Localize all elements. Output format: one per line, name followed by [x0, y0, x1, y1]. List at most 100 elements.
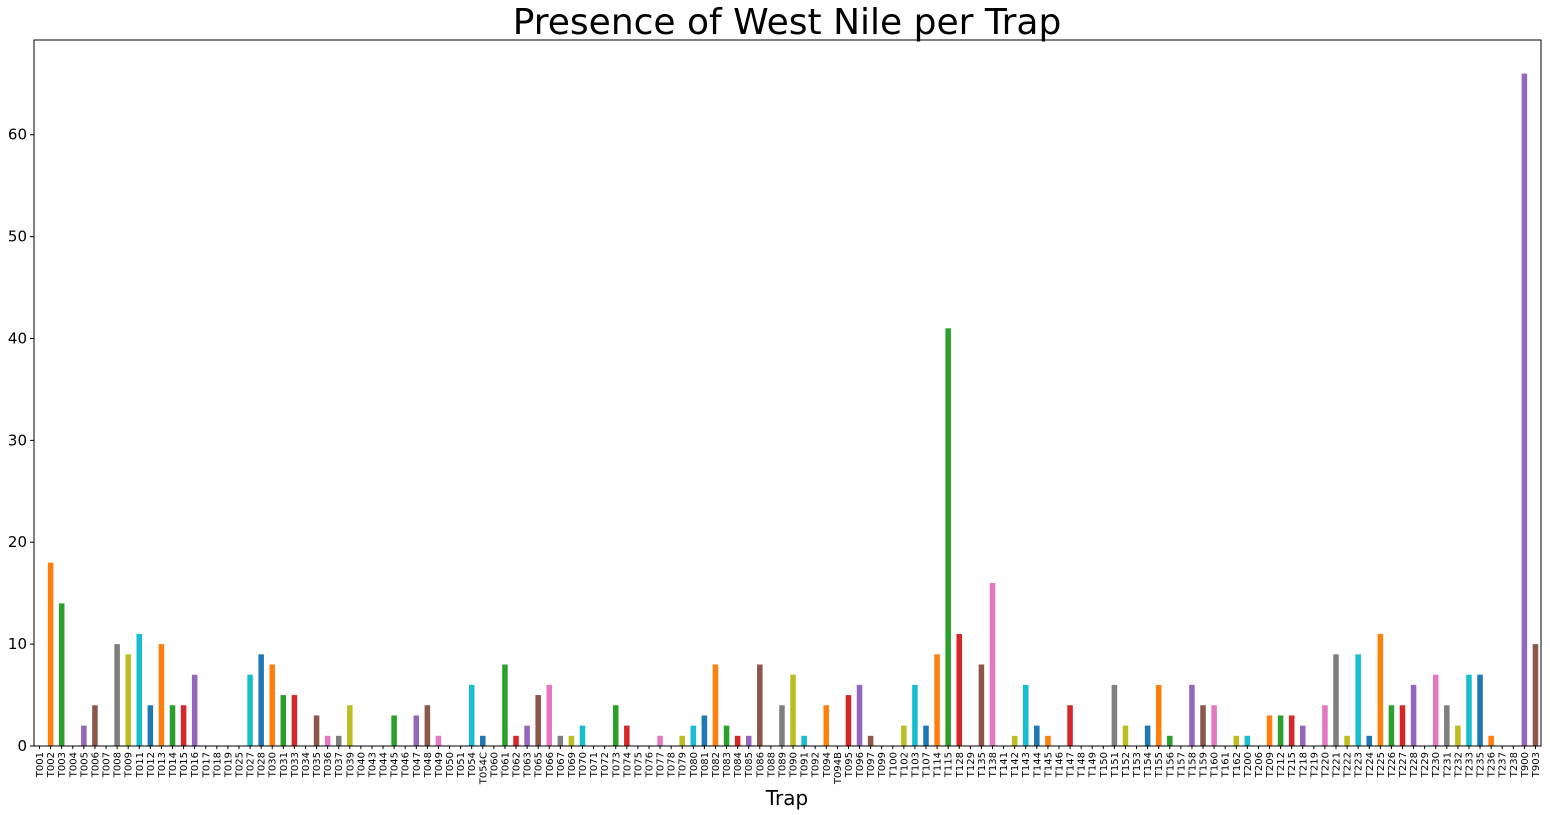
bar-t074: [624, 725, 630, 746]
x-tick-label: T071: [589, 752, 600, 778]
bar-t002: [47, 562, 54, 746]
bar-t225: [1377, 633, 1384, 746]
x-tick-label: T034: [301, 752, 312, 778]
x-tick-label: T069: [567, 752, 578, 778]
bar-t097: [867, 735, 874, 746]
bar-t155: [1155, 684, 1162, 746]
bar-t081: [701, 715, 708, 746]
x-tick-label: T900: [1520, 752, 1531, 778]
bar-t095: [845, 695, 852, 746]
bar-t224: [1366, 735, 1373, 746]
bar-t144: [1034, 725, 1040, 746]
bar-t037: [335, 735, 342, 746]
x-tick-label: T081: [700, 752, 711, 778]
bar-t033: [291, 695, 298, 746]
bar-t006: [92, 705, 98, 746]
bar-t082: [712, 664, 719, 746]
y-tick-label: 20: [8, 533, 27, 551]
bar-t152: [1122, 725, 1129, 746]
bar-t005: [81, 725, 87, 746]
bar-t003: [58, 603, 65, 746]
x-tick-label: T157: [1176, 752, 1187, 778]
x-tick-label: T145: [1043, 752, 1054, 778]
x-tick-label: T046: [401, 752, 412, 778]
x-tick-label: T223: [1354, 752, 1365, 778]
y-tick-label: 10: [8, 635, 27, 653]
x-tick-label: T147: [1066, 752, 1077, 778]
bar-t028: [258, 654, 264, 746]
x-tick-label: T030: [268, 752, 279, 778]
bar-t160: [1211, 705, 1217, 746]
x-tick-label: T235: [1476, 752, 1487, 778]
x-tick-label: T063: [523, 752, 534, 778]
bar-t066: [546, 684, 553, 746]
bar-t221: [1333, 654, 1339, 746]
bar-t073: [612, 705, 619, 746]
bar-t231: [1444, 705, 1450, 746]
bar-t054c: [480, 735, 486, 746]
x-tick-label: T154: [1143, 752, 1154, 778]
chart-title: Presence of West Nile per Trap: [513, 2, 1062, 43]
bar-t069: [568, 735, 575, 746]
x-tick-label: T222: [1343, 752, 1354, 778]
bar-t212: [1277, 715, 1284, 746]
x-axis-label: Trap: [765, 786, 808, 810]
x-tick-label: T107: [922, 752, 933, 778]
x-tick-label: T082: [711, 752, 722, 778]
bar-t102: [901, 725, 907, 746]
x-tick-label: T152: [1121, 752, 1132, 778]
x-tick-label: T089: [777, 752, 788, 778]
bar-t015: [180, 705, 187, 746]
bar-t103: [912, 684, 918, 746]
x-tick-label: T091: [800, 752, 811, 778]
x-tick-label: T009: [124, 752, 135, 778]
x-tick-label: T221: [1332, 752, 1343, 778]
x-tick-label: T001: [35, 752, 46, 778]
plot-area: [47, 73, 1539, 747]
x-tick-label: T060: [489, 752, 500, 778]
bar-t062: [513, 735, 519, 746]
x-tick-label: T054: [467, 752, 478, 778]
x-tick-label: T100: [888, 752, 899, 778]
y-tick-label: 0: [17, 737, 27, 755]
x-tick-label: T039: [345, 752, 356, 778]
x-tick-label: T086: [755, 752, 766, 778]
y-tick-label: 30: [8, 431, 27, 449]
x-tick-label: T013: [157, 752, 168, 778]
x-tick-label: T230: [1431, 752, 1442, 778]
x-tick-label: T099: [877, 752, 888, 778]
x-tick-label: T054C: [478, 752, 489, 785]
x-tick-label: T218: [1298, 752, 1309, 778]
x-tick-label: T146: [1054, 752, 1065, 778]
y-tick-label: 50: [8, 228, 27, 246]
x-tick-label: T141: [999, 752, 1010, 778]
x-tick-label: T027: [246, 752, 257, 778]
x-tick-label: T209: [1265, 752, 1276, 778]
bar-t016: [191, 674, 198, 746]
x-tick-label: T150: [1099, 752, 1110, 778]
bar-t047: [413, 715, 420, 746]
bar-t135: [978, 664, 985, 746]
x-tick-label: T128: [955, 752, 966, 778]
x-tick-label: T007: [102, 752, 113, 778]
x-tick-label: T085: [744, 752, 755, 778]
bar-t096: [856, 684, 863, 746]
x-tick-label: T061: [500, 752, 511, 778]
bar-t215: [1288, 715, 1295, 746]
x-tick-label: T008: [113, 752, 124, 778]
x-tick-label: T066: [545, 752, 556, 778]
x-tick-label: T097: [866, 752, 877, 778]
x-tick-label: T238: [1509, 752, 1520, 778]
x-tick-label: T048: [423, 752, 434, 778]
x-tick-label: T219: [1309, 752, 1320, 778]
bar-t063: [524, 725, 530, 746]
x-tick-label: T019: [223, 752, 234, 778]
bar-t091: [801, 735, 807, 746]
bar-t086: [757, 664, 763, 746]
bar-t162: [1233, 735, 1240, 746]
x-tick-label: T143: [1021, 752, 1032, 778]
x-tick-label: T090: [789, 752, 800, 778]
bar-t900: [1521, 73, 1528, 747]
x-tick-label: T044: [379, 752, 390, 778]
bar-t079: [679, 735, 685, 746]
